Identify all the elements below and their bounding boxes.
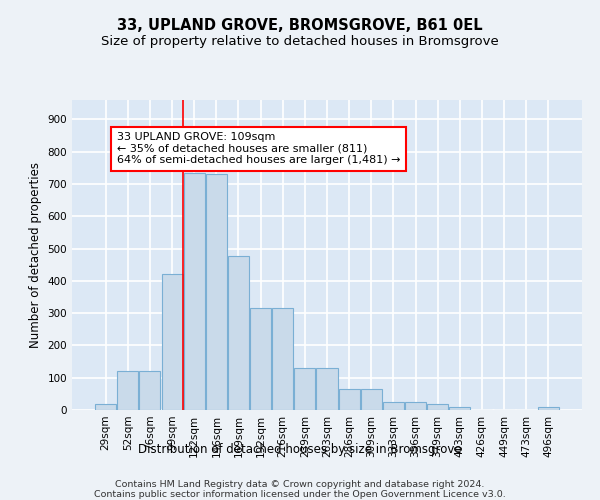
Text: 33, UPLAND GROVE, BROMSGROVE, B61 0EL: 33, UPLAND GROVE, BROMSGROVE, B61 0EL [117, 18, 483, 32]
Text: Contains HM Land Registry data © Crown copyright and database right 2024.
Contai: Contains HM Land Registry data © Crown c… [94, 480, 506, 500]
Bar [250, 308, 271, 410]
Bar [405, 402, 426, 410]
Bar [383, 402, 404, 410]
Bar [295, 368, 316, 410]
Bar [272, 308, 293, 410]
Bar [316, 368, 338, 410]
Bar [361, 389, 382, 410]
Bar [427, 404, 448, 410]
Bar [118, 370, 139, 410]
Bar [95, 404, 116, 410]
Bar [228, 256, 249, 410]
Bar [161, 274, 182, 410]
Bar [338, 389, 359, 410]
Bar [139, 370, 160, 410]
Bar [538, 407, 559, 410]
Y-axis label: Number of detached properties: Number of detached properties [29, 162, 42, 348]
Bar [449, 407, 470, 410]
Bar [184, 172, 205, 410]
Bar [206, 174, 227, 410]
Text: Distribution of detached houses by size in Bromsgrove: Distribution of detached houses by size … [138, 442, 462, 456]
Text: 33 UPLAND GROVE: 109sqm
← 35% of detached houses are smaller (811)
64% of semi-d: 33 UPLAND GROVE: 109sqm ← 35% of detache… [117, 132, 400, 166]
Text: Size of property relative to detached houses in Bromsgrove: Size of property relative to detached ho… [101, 35, 499, 48]
